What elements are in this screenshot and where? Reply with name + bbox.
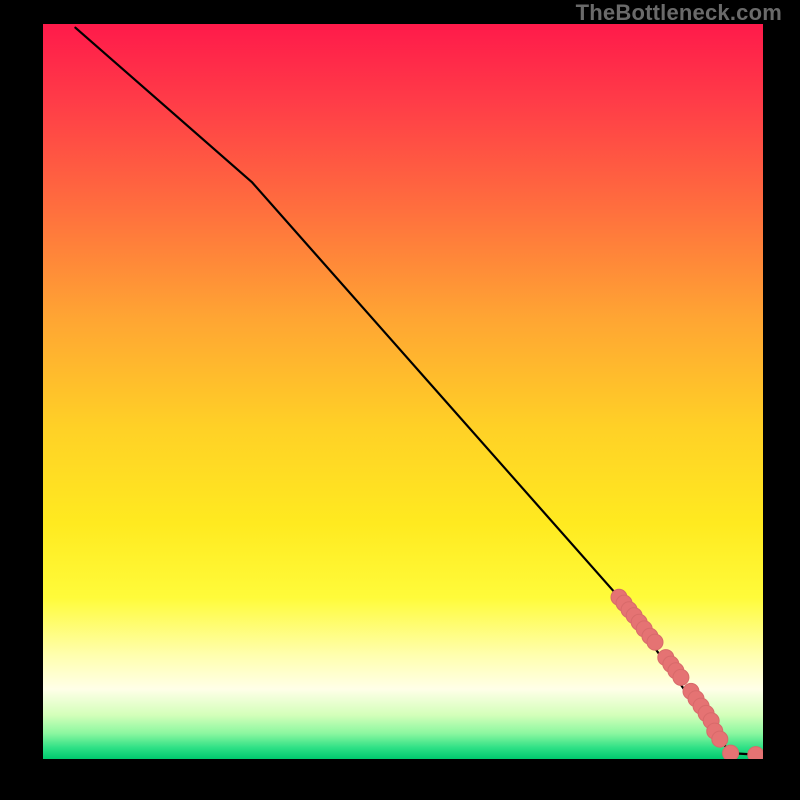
source-watermark: TheBottleneck.com [576, 0, 782, 24]
data-marker [723, 745, 739, 761]
data-marker [647, 634, 663, 650]
data-marker [673, 669, 689, 685]
data-marker [712, 731, 728, 747]
bottleneck-gradient-chart [0, 0, 800, 800]
